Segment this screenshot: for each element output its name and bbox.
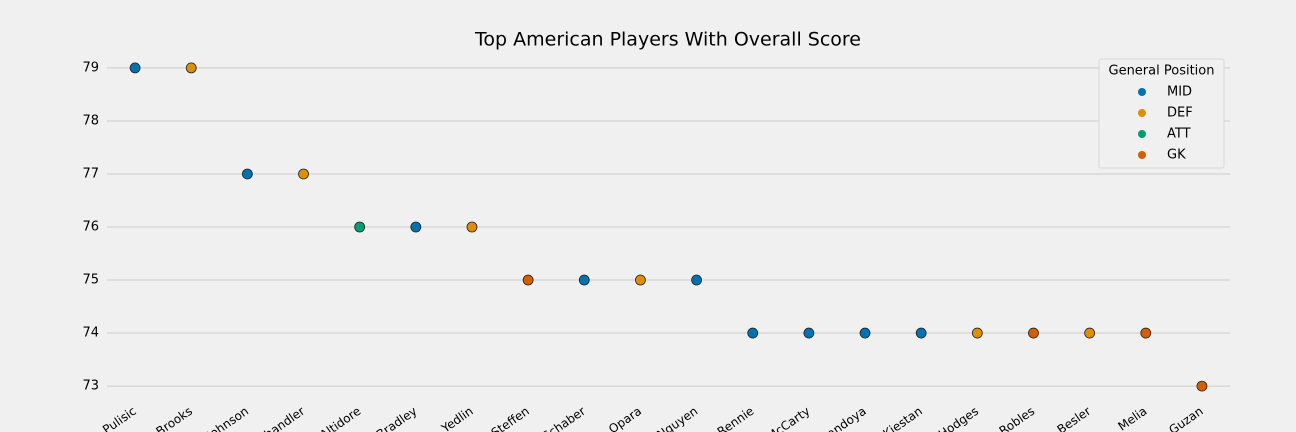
legend-box	[1098, 58, 1225, 169]
x-tick-label: Hodges	[936, 404, 981, 432]
x-tick-label: Brooks	[154, 404, 195, 432]
x-tick-label: Pulisic	[100, 404, 139, 432]
y-tick-label: 77	[82, 166, 99, 181]
legend-label: DEF	[1167, 106, 1193, 121]
legend-marker	[1138, 109, 1146, 117]
point	[185, 62, 197, 74]
x-tick-label: Rennie	[715, 404, 757, 432]
legend-marker	[1138, 130, 1146, 138]
x-tick-label: Yedlin	[438, 404, 476, 432]
point	[522, 274, 534, 286]
x-tick-label: Steffen	[489, 404, 532, 432]
point	[635, 274, 646, 286]
legend-label: MID	[1167, 85, 1192, 100]
point	[747, 327, 759, 339]
point	[971, 327, 983, 339]
y-tick-label: 76	[82, 220, 99, 235]
point	[859, 327, 871, 339]
point	[915, 327, 927, 339]
y-tick-label: 73	[82, 379, 99, 394]
point	[578, 274, 590, 286]
point	[241, 168, 253, 180]
legend-label: ATT	[1167, 127, 1191, 142]
point	[298, 168, 309, 180]
x-tick-label: Melia	[1115, 404, 1149, 432]
x-tick-label: Nguyen	[654, 404, 700, 432]
point	[466, 221, 478, 233]
x-tick-label: Guzan	[1166, 404, 1205, 432]
point	[354, 221, 366, 233]
legend: General Position MID DEF ATT GK	[1098, 58, 1225, 169]
y-tick-label: 74	[82, 326, 99, 341]
x-tick-label: Besler	[1055, 404, 1094, 432]
point	[803, 327, 815, 339]
point	[1140, 327, 1152, 339]
chart-title: Top American Players With Overall Score	[474, 29, 861, 51]
legend-label: GK	[1167, 148, 1186, 163]
x-tick-label: Kiestan	[880, 404, 924, 432]
x-tick-label: McCarty	[764, 404, 813, 432]
x-tick-label: Opara	[606, 404, 644, 432]
x-tick-label: Bradley	[374, 404, 420, 432]
point	[1084, 327, 1096, 339]
x-tick-label: Sandoya	[818, 404, 869, 432]
y-tick-label: 75	[82, 273, 99, 288]
x-tick-label: Schaber	[540, 404, 588, 432]
y-tick-label: 78	[82, 113, 99, 128]
legend-title: General Position	[1109, 64, 1215, 79]
legend-marker	[1138, 88, 1146, 96]
point	[1028, 327, 1039, 339]
x-tick-label: Altidore	[317, 404, 363, 432]
legend-marker	[1138, 151, 1146, 159]
point	[1196, 380, 1208, 392]
x-tick-label: Johnson	[204, 404, 252, 432]
y-tick-label: 79	[82, 60, 99, 75]
x-tick-label: Robles	[997, 404, 1038, 432]
x-tick-label: Chandler	[255, 404, 307, 432]
point	[410, 221, 422, 233]
point	[129, 62, 141, 74]
point	[691, 274, 702, 286]
